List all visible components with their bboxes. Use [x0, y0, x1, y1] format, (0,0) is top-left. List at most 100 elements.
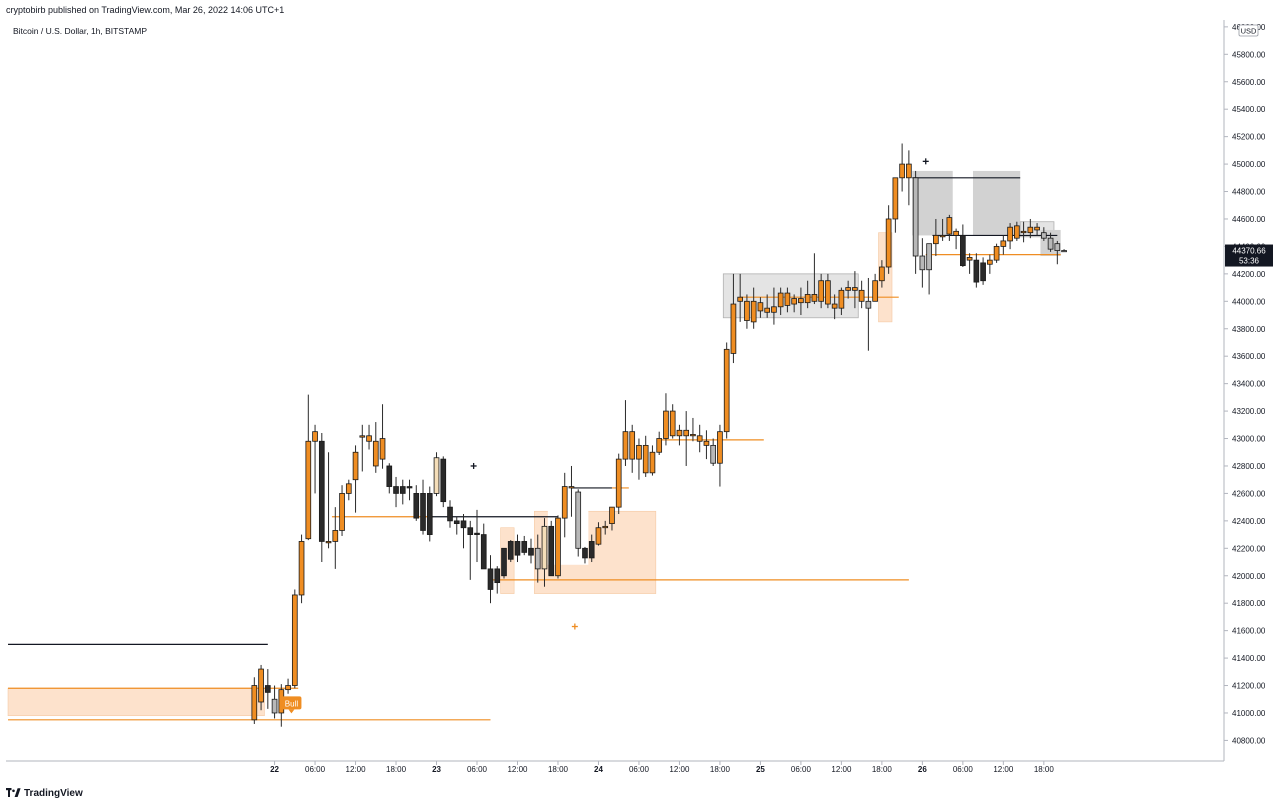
candle-body: [919, 255, 926, 271]
price-tick-label: 41200.00: [1232, 682, 1266, 691]
candle-body: [1000, 240, 1007, 247]
candle-body: [723, 348, 730, 433]
currency-badge: [1238, 24, 1259, 37]
candle-body: [595, 527, 602, 545]
candle-body: [372, 440, 379, 467]
bull-label-pointer: [288, 709, 295, 714]
candle-body: [379, 438, 386, 460]
currency-label: USD: [1241, 27, 1257, 36]
time-tick-label: 18:00: [1034, 765, 1055, 774]
candle-body: [912, 177, 919, 257]
last-price-box: [1225, 244, 1273, 267]
candle-body: [399, 486, 406, 494]
markers-layer: Bull: [281, 158, 929, 714]
price-tick-label: 44800.00: [1232, 188, 1266, 197]
candle-body: [426, 493, 433, 535]
price-tick-label: 44200.00: [1232, 270, 1266, 279]
candle-body: [669, 410, 676, 437]
time-axis[interactable]: 22 06:00 12:00 18:00 23 06:00 12:00 18:00 24 06:0…: [270, 761, 1054, 774]
candle-body: [771, 306, 777, 313]
candle-body: [676, 429, 683, 437]
candle-body: [845, 287, 851, 291]
candle-body: [1007, 226, 1013, 242]
candle-body: [885, 218, 892, 268]
levels-layer: [8, 177, 1061, 721]
candle-body: [575, 491, 582, 549]
candle-body: [649, 451, 656, 474]
bull-label-text: Bull: [285, 699, 299, 708]
candle-body: [1047, 237, 1054, 250]
candle-body: [339, 493, 345, 531]
candle-body: [629, 431, 636, 460]
candle-body: [825, 280, 831, 305]
publish-line: cryptobirb published on TradingView.com,…: [6, 5, 285, 15]
time-tick-label: 23: [432, 765, 441, 774]
price-tick-label: 45200.00: [1232, 133, 1266, 142]
candle-body: [642, 444, 649, 474]
candle-body: [487, 568, 494, 590]
price-tick-label: 43000.00: [1232, 435, 1266, 444]
zone-orange: [7, 687, 265, 717]
candle-body: [325, 541, 332, 544]
price-tick-label: 42800.00: [1232, 462, 1266, 471]
price-tick-label: 44000.00: [1232, 297, 1266, 306]
time-tick-label: 12:00: [993, 765, 1014, 774]
candle-body: [777, 292, 784, 308]
price-tick-label: 42000.00: [1232, 572, 1266, 581]
price-tick-label: 43800.00: [1232, 325, 1266, 334]
candle-body: [480, 534, 487, 570]
candle-body: [588, 541, 595, 559]
zone-gray: [912, 170, 953, 236]
candle-body: [548, 525, 555, 577]
candle-body: [420, 493, 426, 531]
candle-body: [494, 568, 501, 584]
candle-body: [318, 440, 325, 542]
candle-body: [717, 431, 723, 464]
candle-body: [264, 685, 271, 693]
candle-body: [811, 294, 818, 302]
bull-label-box: [281, 696, 302, 710]
candle-body: [406, 486, 413, 489]
candle-body: [980, 262, 986, 282]
candle-body: [804, 294, 811, 304]
candle-body: [447, 506, 453, 522]
price-axis[interactable]: 40800.00 41000.00 41200.00 41400.00 41600.00…: [1224, 23, 1266, 746]
time-tick-label: 12:00: [507, 765, 528, 774]
price-tick-label: 43600.00: [1232, 352, 1266, 361]
price-tick-label: 42400.00: [1232, 517, 1266, 526]
time-tick-label: 22: [270, 765, 279, 774]
candle-body: [474, 532, 480, 535]
candle-body: [568, 486, 575, 489]
footer-branding[interactable]: TradingView: [6, 786, 83, 800]
price-tick-label: 41400.00: [1232, 654, 1266, 663]
candle-body: [507, 541, 514, 560]
candle-body: [366, 435, 372, 442]
price-tick-label: 45800.00: [1232, 50, 1266, 59]
candle-body: [960, 235, 966, 267]
candle-body: [433, 457, 440, 494]
candles-layer: [251, 143, 1067, 727]
candle-body: [602, 525, 609, 529]
candle-body: [609, 506, 615, 525]
time-tick-label: 18:00: [872, 765, 893, 774]
candle-body: [872, 280, 878, 302]
candle-body: [784, 292, 791, 306]
zones-layer: [7, 170, 1061, 717]
candle-body: [453, 520, 460, 525]
chart[interactable]: Bull 40800.00 41000.00 41200.00 41400.00 416…: [6, 20, 1280, 782]
candle-body: [865, 300, 872, 309]
candle-body: [393, 486, 399, 494]
candle-body: [906, 163, 912, 179]
candle-body: [514, 541, 521, 556]
candle-body: [1054, 243, 1061, 251]
time-tick-label: 06:00: [953, 765, 974, 774]
candle-body: [744, 300, 750, 321]
time-tick-label: 06:00: [467, 765, 488, 774]
tradingview-logo-icon: [6, 784, 21, 802]
candle-body: [1034, 226, 1040, 231]
candle-body: [656, 438, 663, 453]
candle-body: [987, 259, 993, 265]
price-tick-label: 42600.00: [1232, 489, 1266, 498]
last-price-value: 44370.66: [1232, 247, 1266, 256]
candle-body: [892, 177, 899, 220]
